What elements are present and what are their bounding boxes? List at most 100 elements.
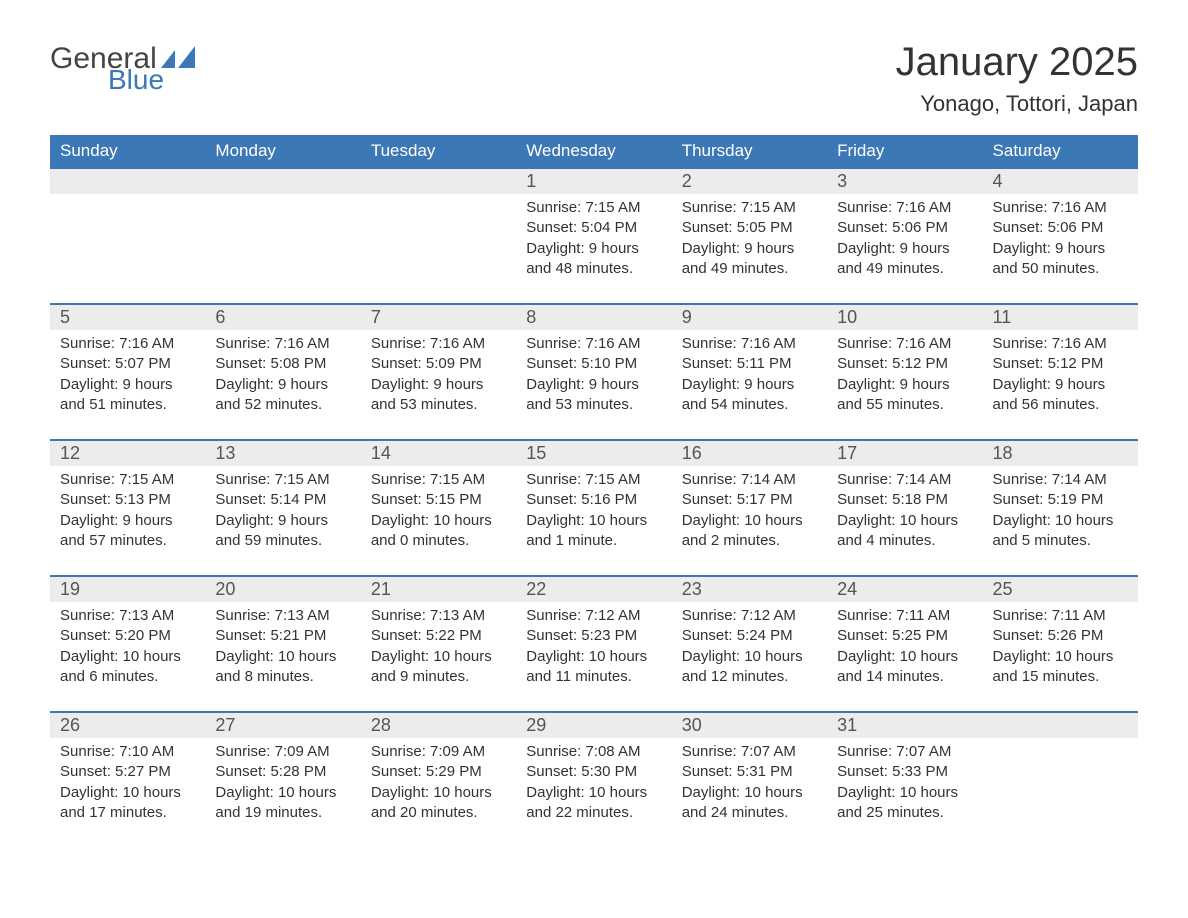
sunrise-line: Sunrise: 7:08 AM bbox=[526, 742, 661, 762]
daylight-line: Daylight: 10 hours bbox=[682, 783, 817, 803]
sunrise-line: Sunrise: 7:11 AM bbox=[993, 606, 1128, 626]
weekday-header: Sunday bbox=[50, 135, 205, 168]
sunset-line: Sunset: 5:20 PM bbox=[60, 626, 195, 646]
daylight-line: Daylight: 9 hours bbox=[60, 375, 195, 395]
sunrise-line: Sunrise: 7:16 AM bbox=[371, 334, 506, 354]
daylight-line: Daylight: 10 hours bbox=[993, 511, 1128, 531]
day-content-row: Sunrise: 7:13 AMSunset: 5:20 PMDaylight:… bbox=[50, 602, 1138, 712]
daylight-line-2: and 22 minutes. bbox=[526, 803, 661, 823]
empty-cell bbox=[205, 168, 360, 194]
day-number-cell: 11 bbox=[983, 304, 1138, 330]
daylight-line-2: and 14 minutes. bbox=[837, 667, 972, 687]
day-number-cell: 29 bbox=[516, 712, 671, 738]
daylight-line-2: and 17 minutes. bbox=[60, 803, 195, 823]
day-number-cell: 20 bbox=[205, 576, 360, 602]
sunset-line: Sunset: 5:13 PM bbox=[60, 490, 195, 510]
daylight-line: Daylight: 9 hours bbox=[526, 239, 661, 259]
sunrise-line: Sunrise: 7:16 AM bbox=[837, 198, 972, 218]
daylight-line-2: and 19 minutes. bbox=[215, 803, 350, 823]
weekday-header: Wednesday bbox=[516, 135, 671, 168]
day-detail-cell: Sunrise: 7:15 AMSunset: 5:16 PMDaylight:… bbox=[516, 466, 671, 576]
daylight-line-2: and 54 minutes. bbox=[682, 395, 817, 415]
empty-cell bbox=[50, 168, 205, 194]
day-number-row: 567891011 bbox=[50, 304, 1138, 330]
day-number-cell: 9 bbox=[672, 304, 827, 330]
sunset-line: Sunset: 5:27 PM bbox=[60, 762, 195, 782]
daylight-line: Daylight: 10 hours bbox=[682, 511, 817, 531]
daylight-line-2: and 53 minutes. bbox=[371, 395, 506, 415]
daylight-line: Daylight: 9 hours bbox=[526, 375, 661, 395]
daylight-line-2: and 12 minutes. bbox=[682, 667, 817, 687]
day-detail-cell: Sunrise: 7:16 AMSunset: 5:08 PMDaylight:… bbox=[205, 330, 360, 440]
day-number-cell: 10 bbox=[827, 304, 982, 330]
sunrise-line: Sunrise: 7:16 AM bbox=[993, 198, 1128, 218]
day-number-cell: 8 bbox=[516, 304, 671, 330]
sunrise-line: Sunrise: 7:15 AM bbox=[60, 470, 195, 490]
day-number-cell: 15 bbox=[516, 440, 671, 466]
daylight-line-2: and 49 minutes. bbox=[837, 259, 972, 279]
sunrise-line: Sunrise: 7:09 AM bbox=[215, 742, 350, 762]
daylight-line: Daylight: 9 hours bbox=[215, 511, 350, 531]
sunset-line: Sunset: 5:30 PM bbox=[526, 762, 661, 782]
day-detail-cell: Sunrise: 7:16 AMSunset: 5:10 PMDaylight:… bbox=[516, 330, 671, 440]
day-content-row: Sunrise: 7:16 AMSunset: 5:07 PMDaylight:… bbox=[50, 330, 1138, 440]
day-detail-cell: Sunrise: 7:16 AMSunset: 5:09 PMDaylight:… bbox=[361, 330, 516, 440]
sunset-line: Sunset: 5:04 PM bbox=[526, 218, 661, 238]
day-detail-cell: Sunrise: 7:15 AMSunset: 5:14 PMDaylight:… bbox=[205, 466, 360, 576]
calendar-table: SundayMondayTuesdayWednesdayThursdayFrid… bbox=[50, 135, 1138, 848]
sunrise-line: Sunrise: 7:13 AM bbox=[60, 606, 195, 626]
day-detail-cell: Sunrise: 7:14 AMSunset: 5:18 PMDaylight:… bbox=[827, 466, 982, 576]
sunrise-line: Sunrise: 7:11 AM bbox=[837, 606, 972, 626]
daylight-line: Daylight: 9 hours bbox=[371, 375, 506, 395]
sunrise-line: Sunrise: 7:12 AM bbox=[682, 606, 817, 626]
daylight-line-2: and 53 minutes. bbox=[526, 395, 661, 415]
sunset-line: Sunset: 5:18 PM bbox=[837, 490, 972, 510]
day-number-cell: 22 bbox=[516, 576, 671, 602]
daylight-line: Daylight: 10 hours bbox=[837, 783, 972, 803]
day-detail-cell: Sunrise: 7:16 AMSunset: 5:11 PMDaylight:… bbox=[672, 330, 827, 440]
sunset-line: Sunset: 5:19 PM bbox=[993, 490, 1128, 510]
daylight-line: Daylight: 9 hours bbox=[993, 239, 1128, 259]
sunset-line: Sunset: 5:06 PM bbox=[993, 218, 1128, 238]
day-number-cell: 23 bbox=[672, 576, 827, 602]
daylight-line-2: and 51 minutes. bbox=[60, 395, 195, 415]
sunset-line: Sunset: 5:26 PM bbox=[993, 626, 1128, 646]
day-number-cell: 1 bbox=[516, 168, 671, 194]
weekday-header: Thursday bbox=[672, 135, 827, 168]
location-subtitle: Yonago, Tottori, Japan bbox=[896, 91, 1138, 117]
daylight-line: Daylight: 10 hours bbox=[682, 647, 817, 667]
sunrise-line: Sunrise: 7:13 AM bbox=[371, 606, 506, 626]
sunset-line: Sunset: 5:06 PM bbox=[837, 218, 972, 238]
daylight-line-2: and 9 minutes. bbox=[371, 667, 506, 687]
daylight-line: Daylight: 9 hours bbox=[682, 375, 817, 395]
sunrise-line: Sunrise: 7:07 AM bbox=[837, 742, 972, 762]
day-detail-cell: Sunrise: 7:15 AMSunset: 5:13 PMDaylight:… bbox=[50, 466, 205, 576]
daylight-line-2: and 57 minutes. bbox=[60, 531, 195, 551]
sunset-line: Sunset: 5:14 PM bbox=[215, 490, 350, 510]
daylight-line-2: and 8 minutes. bbox=[215, 667, 350, 687]
month-title: January 2025 bbox=[896, 40, 1138, 85]
daylight-line-2: and 15 minutes. bbox=[993, 667, 1128, 687]
sunset-line: Sunset: 5:08 PM bbox=[215, 354, 350, 374]
sunrise-line: Sunrise: 7:10 AM bbox=[60, 742, 195, 762]
day-number-cell: 4 bbox=[983, 168, 1138, 194]
weekday-header: Saturday bbox=[983, 135, 1138, 168]
sunrise-line: Sunrise: 7:16 AM bbox=[837, 334, 972, 354]
day-detail-cell: Sunrise: 7:13 AMSunset: 5:20 PMDaylight:… bbox=[50, 602, 205, 712]
day-detail-cell: Sunrise: 7:08 AMSunset: 5:30 PMDaylight:… bbox=[516, 738, 671, 848]
day-number-cell: 6 bbox=[205, 304, 360, 330]
daylight-line-2: and 25 minutes. bbox=[837, 803, 972, 823]
day-number-cell: 31 bbox=[827, 712, 982, 738]
sunrise-line: Sunrise: 7:07 AM bbox=[682, 742, 817, 762]
sunset-line: Sunset: 5:25 PM bbox=[837, 626, 972, 646]
weekday-header: Friday bbox=[827, 135, 982, 168]
daylight-line: Daylight: 10 hours bbox=[215, 783, 350, 803]
daylight-line: Daylight: 9 hours bbox=[60, 511, 195, 531]
page-header: General Blue January 2025 Yonago, Tottor… bbox=[50, 40, 1138, 117]
daylight-line: Daylight: 10 hours bbox=[526, 647, 661, 667]
day-number-cell: 12 bbox=[50, 440, 205, 466]
day-number-cell: 21 bbox=[361, 576, 516, 602]
weekday-header: Monday bbox=[205, 135, 360, 168]
sunset-line: Sunset: 5:17 PM bbox=[682, 490, 817, 510]
sunrise-line: Sunrise: 7:14 AM bbox=[993, 470, 1128, 490]
